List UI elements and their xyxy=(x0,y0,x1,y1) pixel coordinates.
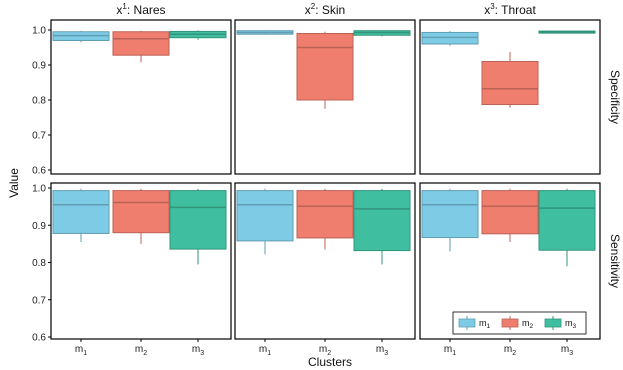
x-tick-label: m1 xyxy=(444,344,456,357)
box-body xyxy=(353,190,411,252)
legend-label: m2 xyxy=(522,318,534,330)
panel-frame xyxy=(50,19,232,175)
box-body xyxy=(481,61,539,106)
box-sensitivity-skin-m3 xyxy=(353,188,411,265)
box-specificity-throat-m1 xyxy=(421,31,479,46)
legend-label: m3 xyxy=(565,318,577,330)
box-specificity-nares-m3 xyxy=(169,30,227,40)
box-sensitivity-nares-m2 xyxy=(112,188,170,244)
box-specificity-skin-m1 xyxy=(236,30,294,35)
y-tick-label: 1.0 xyxy=(32,184,46,195)
x-tick-label: m1 xyxy=(75,344,87,357)
x-tick-label: m3 xyxy=(376,344,388,357)
row-strip-label: Specificity xyxy=(608,70,622,124)
y-tick-label: 0.9 xyxy=(32,61,46,72)
box-body xyxy=(112,31,170,56)
column-strip-label: x1: Nares xyxy=(116,2,165,17)
x-tick-label: m3 xyxy=(561,344,573,357)
box-sensitivity-throat-m1 xyxy=(421,188,479,252)
legend-key xyxy=(544,318,562,328)
row-strip-label: Sensitivity xyxy=(608,234,622,288)
y-tick-label: 0.6 xyxy=(32,166,46,177)
box-body xyxy=(481,190,539,235)
box-specificity-throat-m3 xyxy=(538,30,596,34)
legend-key xyxy=(501,318,519,328)
box-sensitivity-skin-m1 xyxy=(236,188,294,255)
box-body xyxy=(538,190,596,251)
box-sensitivity-throat-m3 xyxy=(538,188,596,267)
y-tick-label: 0.7 xyxy=(32,131,46,142)
column-strip-label: x3: Throat xyxy=(484,2,536,17)
x-axis-label: Clusters xyxy=(308,355,352,369)
x-tick-label: m3 xyxy=(192,344,204,357)
box-specificity-nares-m1 xyxy=(52,30,110,43)
y-tick-label: 0.6 xyxy=(32,333,46,344)
box-sensitivity-nares-m1 xyxy=(52,188,110,243)
column-strip-label: x2: Skin xyxy=(305,2,345,17)
box-sensitivity-nares-m3 xyxy=(169,188,227,265)
box-body xyxy=(296,190,354,239)
column-strip-labels: x1: Nares x2: Skin x3: Throat Specificity Se… xyxy=(116,2,622,288)
y-tick-label: 0.9 xyxy=(32,221,46,232)
legend-key xyxy=(458,318,476,328)
y-tick-label: 0.7 xyxy=(32,295,46,306)
legend-label: m1 xyxy=(479,318,491,330)
y-tick-label: 1.0 xyxy=(32,26,46,37)
box-specificity-nares-m2 xyxy=(112,30,170,63)
panel-frame xyxy=(234,19,416,175)
y-axis-label: Value xyxy=(7,168,21,198)
panel-frame xyxy=(419,19,601,175)
box-body xyxy=(236,190,294,242)
panel-grid: 0.6 0.7 0.8 0.9 1.0 0.6 0.7 0.8 0.9 1.0 m1 m2 m3 m1 m2… xyxy=(32,19,601,357)
box-body xyxy=(52,190,110,234)
x-tick-label: m2 xyxy=(135,344,147,357)
box-body xyxy=(421,31,479,45)
x-tick-label: m2 xyxy=(504,344,516,357)
box-specificity-throat-m2 xyxy=(481,52,539,108)
x-tick-label: m2 xyxy=(319,344,331,357)
box-body xyxy=(112,190,170,234)
y-tick-label: 0.8 xyxy=(32,96,46,107)
box-specificity-skin-m3 xyxy=(353,30,411,37)
box-body xyxy=(296,33,354,101)
box-sensitivity-skin-m2 xyxy=(296,188,354,250)
box-body xyxy=(169,190,227,250)
legend: m1 m2 m3 xyxy=(452,311,587,335)
box-sensitivity-throat-m2 xyxy=(481,188,539,243)
y-tick-label: 0.8 xyxy=(32,258,46,269)
x-tick-label: m1 xyxy=(259,344,271,357)
box-specificity-skin-m2 xyxy=(296,31,354,109)
box-body xyxy=(421,190,479,239)
